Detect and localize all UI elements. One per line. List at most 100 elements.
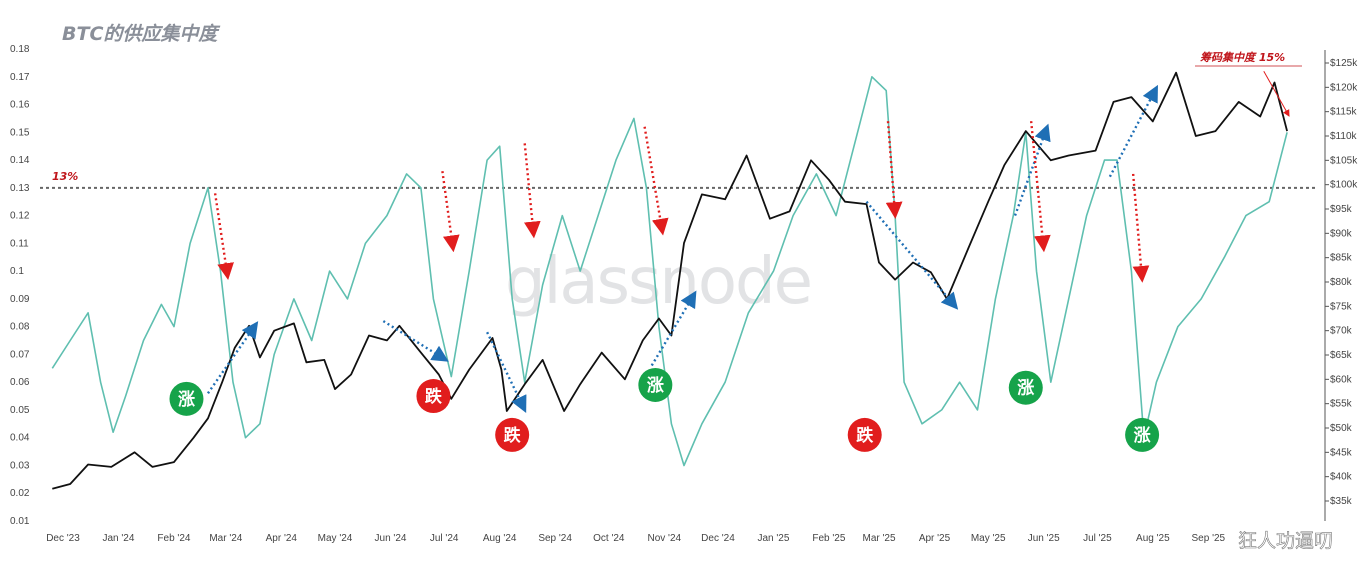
x-tick-label: Apr '25 xyxy=(919,533,951,544)
left-tick-label: 0.04 xyxy=(10,433,30,444)
signal-badge-label: 涨 xyxy=(647,376,664,396)
x-tick-label: Sep '24 xyxy=(538,533,572,544)
signal-badge: 跌 xyxy=(416,379,451,414)
left-tick-label: 0.14 xyxy=(10,155,30,166)
left-tick-label: 0.16 xyxy=(10,100,30,111)
right-tick-label: $90k xyxy=(1330,228,1353,239)
x-tick-label: Aug '24 xyxy=(483,533,517,544)
signal-badge-circle xyxy=(638,367,673,402)
signal-badge-circle xyxy=(416,379,451,414)
signal-badge-label: 跌 xyxy=(504,426,522,446)
x-tick-label: Apr '24 xyxy=(266,533,298,544)
right-tick-label: $95k xyxy=(1330,204,1353,215)
right-tick-label: $45k xyxy=(1330,447,1353,458)
x-tick-label: Jul '25 xyxy=(1083,533,1112,544)
right-tick-label: $105k xyxy=(1330,155,1358,166)
right-tick-label: $40k xyxy=(1330,472,1353,483)
blue-arrow xyxy=(865,200,959,310)
right-tick-label: $75k xyxy=(1330,301,1353,312)
note-arrow xyxy=(1263,70,1290,117)
blue-arrow xyxy=(650,290,697,367)
left-tick-label: 0.06 xyxy=(10,377,30,388)
right-tick-label: $125k xyxy=(1330,58,1358,69)
x-tick-label: Jan '25 xyxy=(757,533,789,544)
left-tick-label: 0.18 xyxy=(10,44,30,55)
x-tick-label: Oct '24 xyxy=(593,533,625,544)
signal-badge: 跌 xyxy=(495,417,530,452)
right-tick-label: $115k xyxy=(1330,107,1358,118)
red-arrow xyxy=(1131,173,1150,283)
signal-badge-label: 涨 xyxy=(178,390,195,410)
red-arrow xyxy=(441,171,460,253)
red-arrow xyxy=(885,121,903,219)
red-arrow xyxy=(1029,121,1051,253)
x-tick-label: Jul '24 xyxy=(430,533,459,544)
reference-line-label: 13% xyxy=(52,170,78,183)
signal-badge: 涨 xyxy=(1125,417,1160,452)
left-tick-label: 0.1 xyxy=(10,266,24,277)
right-tick-label: $65k xyxy=(1330,350,1353,361)
blue-arrow xyxy=(382,320,449,362)
left-tick-label: 0.17 xyxy=(10,72,30,83)
left-tick-label: 0.03 xyxy=(10,460,30,471)
signal-badge: 涨 xyxy=(638,367,673,402)
left-tick-label: 0.13 xyxy=(10,183,30,194)
x-tick-label: Nov '24 xyxy=(647,533,681,544)
left-tick-label: 0.05 xyxy=(10,405,30,416)
red-arrow xyxy=(523,143,541,239)
x-tick-label: Sep '25 xyxy=(1192,533,1226,544)
right-tick-label: $85k xyxy=(1330,253,1353,264)
series-line-price xyxy=(52,71,1288,490)
right-tick-label: $50k xyxy=(1330,423,1353,434)
series-layer xyxy=(51,71,1288,490)
red-arrow xyxy=(213,193,234,280)
x-tick-label: Aug '25 xyxy=(1136,533,1170,544)
right-tick-label: $80k xyxy=(1330,277,1353,288)
x-tick-label: Jan '24 xyxy=(103,533,135,544)
signal-badge-circle xyxy=(847,417,882,452)
x-tick-label: Jun '24 xyxy=(375,533,407,544)
signal-badge: 涨 xyxy=(1008,370,1043,405)
right-tick-label: $110k xyxy=(1330,131,1358,142)
blue-arrow xyxy=(486,331,527,413)
left-tick-label: 0.09 xyxy=(10,294,30,305)
badges-layer: 涨跌跌涨跌涨涨 xyxy=(169,367,1160,452)
signal-badge-label: 跌 xyxy=(856,426,874,446)
right-tick-label: $120k xyxy=(1330,82,1358,93)
signal-badge-circle xyxy=(1008,370,1043,405)
series-line-concentration xyxy=(51,76,1288,467)
x-tick-label: May '24 xyxy=(318,533,353,544)
x-tick-label: Dec '24 xyxy=(701,533,735,544)
right-tick-label: $55k xyxy=(1330,399,1353,410)
left-tick-label: 0.15 xyxy=(10,127,30,138)
left-tick-label: 0.12 xyxy=(10,211,30,222)
signal-badge-circle xyxy=(169,381,204,416)
right-tick-label: $60k xyxy=(1330,374,1353,385)
x-tick-label: Feb '24 xyxy=(157,533,190,544)
left-tick-label: 0.07 xyxy=(10,349,30,360)
signal-badge-label: 涨 xyxy=(1017,379,1034,399)
red-arrow xyxy=(643,126,669,236)
x-tick-label: May '25 xyxy=(971,533,1006,544)
left-tick-label: 0.08 xyxy=(10,322,30,333)
signal-badge-circle xyxy=(495,417,530,452)
arrows-layer xyxy=(206,70,1290,413)
right-axis: $35k $40k $45k $50k $55k $60k $65k $70k $75k $80k… xyxy=(1324,50,1358,521)
x-tick-label: Dec '23 xyxy=(46,533,80,544)
x-tick-label: Jun '25 xyxy=(1028,533,1060,544)
signal-badge-label: 跌 xyxy=(425,387,443,407)
x-tick-label: Mar '25 xyxy=(863,533,896,544)
left-tick-label: 0.02 xyxy=(10,488,30,499)
right-tick-label: $100k xyxy=(1330,180,1358,191)
left-tick-label: 0.11 xyxy=(10,238,29,249)
signal-badge-label: 涨 xyxy=(1134,426,1151,446)
x-axis: Dec '23 Jan '24 Feb '24 Mar '24 Apr '24 May '… xyxy=(46,533,1225,544)
left-axis: 0.01 0.02 0.03 0.04 0.05 0.06 0.07 0.08 0.09 0.1 0… xyxy=(10,44,30,527)
watermark: glassnode xyxy=(505,245,811,319)
chart-title: BTC的供应集中度 xyxy=(62,23,220,45)
x-tick-label: Feb '25 xyxy=(812,533,845,544)
blue-arrow xyxy=(1108,84,1158,178)
credit-watermark: 狂人功逼叨 xyxy=(1238,530,1333,552)
left-tick-label: 0.01 xyxy=(10,516,30,527)
